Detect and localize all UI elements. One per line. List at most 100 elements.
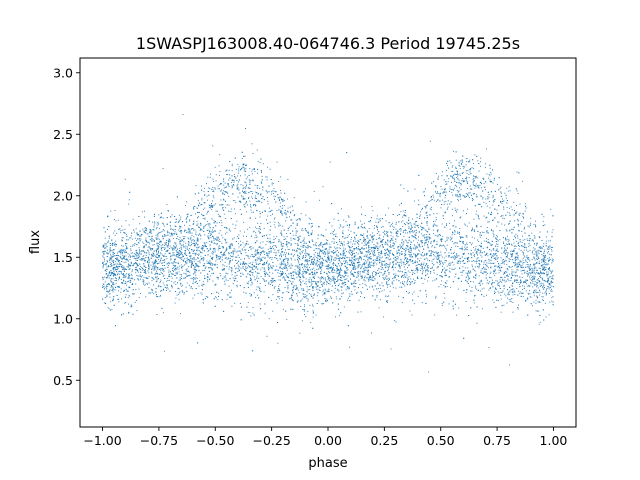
data-point bbox=[129, 287, 131, 289]
data-point bbox=[494, 290, 495, 292]
data-point bbox=[357, 271, 359, 273]
data-point bbox=[305, 254, 307, 256]
data-point bbox=[357, 275, 359, 277]
data-point bbox=[307, 310, 309, 312]
data-point bbox=[386, 283, 387, 285]
data-point bbox=[266, 192, 268, 194]
data-point bbox=[307, 260, 309, 262]
data-point bbox=[531, 267, 533, 269]
data-point bbox=[312, 316, 314, 318]
data-point bbox=[145, 229, 146, 231]
data-point bbox=[303, 289, 305, 291]
data-point bbox=[543, 266, 545, 268]
data-point bbox=[274, 217, 276, 219]
data-point bbox=[354, 289, 356, 291]
data-point bbox=[445, 247, 447, 249]
data-point bbox=[392, 222, 393, 224]
data-point bbox=[466, 235, 468, 237]
data-point bbox=[422, 263, 424, 265]
data-point bbox=[169, 232, 171, 234]
data-point bbox=[354, 258, 356, 260]
data-point bbox=[232, 283, 234, 285]
data-point bbox=[283, 261, 285, 263]
data-point bbox=[341, 289, 342, 291]
data-point bbox=[396, 255, 398, 257]
data-point bbox=[300, 284, 302, 286]
data-point bbox=[544, 256, 546, 258]
data-point bbox=[306, 266, 308, 268]
data-point bbox=[299, 267, 301, 269]
data-point bbox=[359, 264, 361, 266]
data-point bbox=[113, 244, 115, 246]
data-point bbox=[406, 242, 408, 244]
data-point bbox=[310, 232, 312, 234]
data-point bbox=[145, 227, 147, 228]
data-point bbox=[483, 240, 485, 242]
data-point bbox=[228, 252, 230, 254]
data-point bbox=[314, 262, 316, 264]
data-point bbox=[350, 273, 352, 275]
data-point bbox=[523, 252, 525, 254]
data-point bbox=[162, 275, 164, 277]
data-point bbox=[378, 237, 379, 239]
data-point bbox=[175, 297, 177, 299]
data-point bbox=[500, 192, 502, 194]
data-point bbox=[310, 281, 312, 283]
data-point bbox=[397, 251, 399, 253]
data-point bbox=[529, 290, 530, 292]
data-point bbox=[255, 195, 257, 197]
data-point bbox=[209, 267, 211, 269]
data-point bbox=[263, 227, 265, 229]
data-point bbox=[545, 271, 547, 273]
data-point bbox=[309, 289, 311, 290]
data-point bbox=[153, 284, 154, 286]
data-point bbox=[226, 174, 228, 175]
data-point bbox=[329, 243, 331, 245]
data-point bbox=[527, 225, 529, 227]
data-point bbox=[261, 175, 263, 177]
data-point bbox=[169, 245, 171, 247]
data-point bbox=[433, 196, 435, 198]
data-point bbox=[537, 251, 539, 253]
data-point bbox=[119, 249, 121, 251]
data-point bbox=[306, 272, 307, 274]
data-point bbox=[467, 192, 469, 194]
data-point bbox=[537, 272, 539, 274]
data-point bbox=[390, 235, 392, 237]
data-point bbox=[512, 311, 514, 313]
data-point bbox=[220, 199, 222, 201]
data-point bbox=[497, 243, 499, 245]
data-point bbox=[541, 273, 543, 275]
data-point bbox=[518, 224, 520, 226]
data-point bbox=[311, 261, 313, 263]
data-point bbox=[206, 213, 208, 215]
data-point bbox=[484, 167, 486, 169]
data-point bbox=[219, 215, 221, 217]
data-point bbox=[195, 252, 197, 254]
data-point bbox=[507, 252, 509, 254]
data-point bbox=[122, 252, 123, 254]
data-point bbox=[218, 232, 220, 234]
data-point bbox=[123, 283, 125, 285]
data-point bbox=[162, 262, 164, 264]
data-point bbox=[214, 230, 216, 232]
data-point bbox=[153, 224, 155, 226]
data-point bbox=[368, 251, 370, 253]
data-point bbox=[321, 278, 323, 280]
data-point bbox=[278, 249, 280, 251]
data-point bbox=[336, 236, 338, 238]
data-point bbox=[405, 257, 407, 258]
data-point bbox=[132, 265, 134, 267]
data-point bbox=[322, 234, 324, 236]
data-point bbox=[408, 223, 410, 224]
data-point bbox=[315, 272, 317, 274]
data-point bbox=[341, 208, 342, 210]
data-point bbox=[534, 263, 536, 265]
data-point bbox=[453, 243, 455, 245]
data-point bbox=[523, 249, 525, 251]
data-point bbox=[518, 284, 520, 285]
data-point bbox=[392, 287, 394, 289]
data-point bbox=[206, 242, 208, 244]
data-point bbox=[474, 187, 476, 189]
data-point bbox=[298, 270, 300, 272]
